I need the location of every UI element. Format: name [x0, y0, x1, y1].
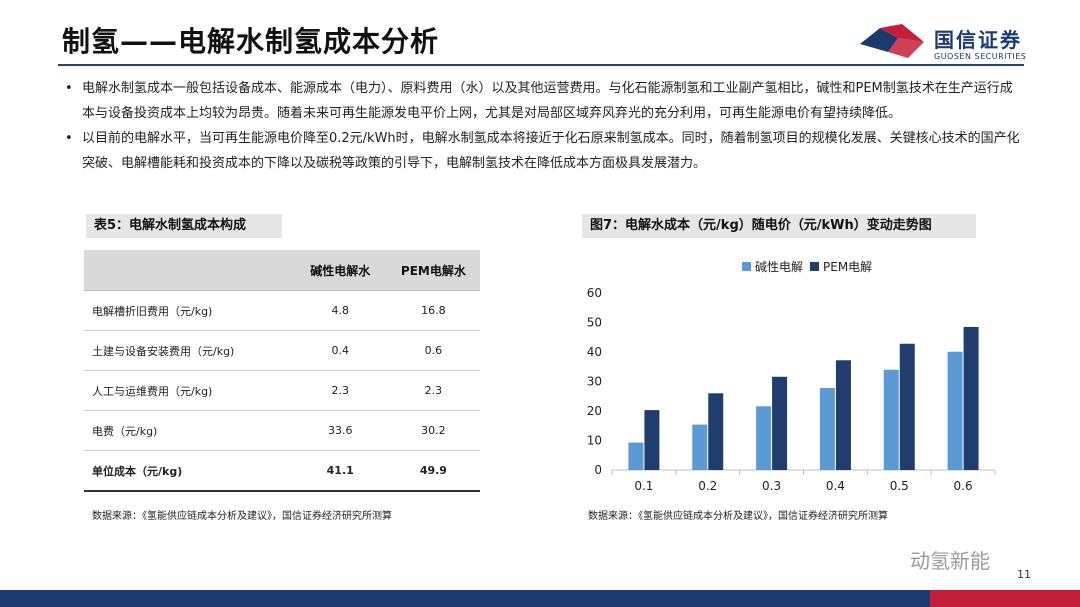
bullet-item: 以目前的电解水平，当可再生能源电价降至0.2元/kWh时，电解水制氢成本将接近于… [62, 126, 1022, 176]
x-tick-label: 0.1 [634, 479, 653, 493]
table-header-cell: PEM电解水 [386, 250, 480, 291]
table-row: 电费（元/kg) 33.6 30.2 [84, 410, 480, 451]
footer-accent [930, 590, 1080, 607]
x-tick-label: 0.4 [826, 479, 845, 493]
table-header-row: 碱性电解水 PEM电解水 [84, 250, 480, 291]
alk-value: 2.3 [293, 370, 387, 411]
cost-table: 碱性电解水 PEM电解水 电解槽折旧费用（元/kg) 4.8 16.8 土建与设… [84, 250, 480, 492]
alk-value: 33.6 [293, 410, 387, 451]
total-label: 单位成本（元/kg) [84, 450, 294, 492]
x-tick-label: 0.2 [698, 479, 717, 493]
y-tick-label: 20 [587, 404, 602, 418]
pem-value: 0.6 [386, 330, 480, 371]
pem-value: 2.3 [386, 370, 480, 411]
table-row: 人工与运维费用（元/kg) 2.3 2.3 [84, 370, 480, 411]
legend-label-alk: 碱性电解 [755, 260, 803, 274]
alk-value: 4.8 [293, 290, 387, 331]
y-tick-label: 40 [587, 345, 602, 359]
table-row: 土建与设备安装费用（元/kg) 0.4 0.6 [84, 330, 480, 371]
row-label: 电费（元/kg) [84, 410, 294, 451]
table-header-cell: 碱性电解水 [293, 250, 387, 291]
legend-swatch-pem [810, 262, 819, 271]
alk-total: 41.1 [293, 450, 387, 492]
x-tick-label: 0.3 [762, 479, 781, 493]
pem-bar [899, 343, 915, 470]
row-label: 土建与设备安装费用（元/kg) [84, 330, 294, 371]
pem-bar [963, 326, 979, 470]
page-number: 11 [1017, 568, 1031, 581]
table-header-cell [84, 250, 294, 291]
header-rule [58, 64, 1024, 66]
x-tick-label: 0.5 [890, 479, 909, 493]
pem-total: 49.9 [386, 450, 480, 492]
table-source: 数据来源：《氢能供应链成本分析及建议》，国信证券经济研究所测算 [92, 511, 392, 522]
legend-swatch-alk [742, 262, 751, 271]
page-title: 制氢——电解水制氢成本分析 [62, 25, 440, 58]
x-tick-label: 0.6 [954, 479, 973, 493]
row-label: 电解槽折旧费用（元/kg) [84, 290, 294, 331]
watermark: 动氢新能 [910, 549, 990, 573]
pem-bar [644, 410, 660, 470]
y-tick-label: 30 [587, 375, 602, 389]
alk-value: 0.4 [293, 330, 387, 371]
pem-value: 16.8 [386, 290, 480, 331]
chart-caption: 图7：电解水成本（元/kg）随电价（元/kWh）变动走势图 [582, 214, 976, 238]
guosen-logo-icon [860, 24, 924, 58]
alk-bar [819, 387, 835, 470]
pem-bar [708, 393, 724, 470]
pem-bar [772, 376, 788, 470]
pem-bar [835, 360, 851, 470]
table-caption: 表5：电解水制氢成本构成 [86, 214, 282, 238]
row-label: 人工与运维费用（元/kg) [84, 370, 294, 411]
y-tick-label: 10 [587, 434, 602, 448]
alk-bar [756, 406, 772, 470]
chart-source: 数据来源：《氢能供应链成本分析及建议》，国信证券经济研究所测算 [588, 511, 888, 522]
alk-bar [628, 442, 644, 470]
y-tick-label: 0 [594, 463, 602, 477]
alk-bar [883, 369, 899, 470]
bullet-list: 电解水制氢成本一般包括设备成本、能源成本（电力）、原料费用（水）以及其他运营费用… [62, 76, 1022, 176]
y-tick-label: 50 [587, 316, 602, 330]
table-row: 电解槽折旧费用（元/kg) 4.8 16.8 [84, 290, 480, 331]
table-total-row: 单位成本（元/kg) 41.1 49.9 [84, 450, 480, 492]
y-tick-label: 60 [587, 286, 602, 300]
legend-label-pem: PEM电解 [823, 260, 872, 274]
footer-bar [0, 590, 1080, 607]
alk-bar [692, 424, 708, 470]
pem-value: 30.2 [386, 410, 480, 451]
alk-bar [947, 351, 963, 470]
logo-text: 国信证券 [934, 28, 1022, 52]
logo-subtitle: GUOSEN SECURITIES [934, 52, 1027, 61]
bullet-item: 电解水制氢成本一般包括设备成本、能源成本（电力）、原料费用（水）以及其他运营费用… [62, 76, 1022, 126]
